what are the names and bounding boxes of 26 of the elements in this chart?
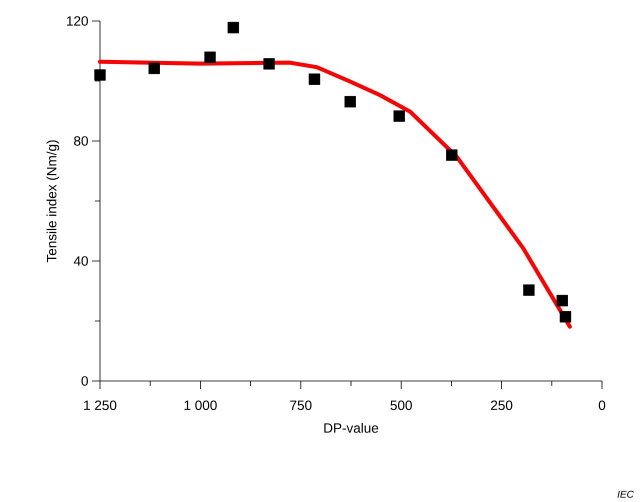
point xyxy=(228,22,240,34)
x-tick-label: 1 250 xyxy=(84,400,116,410)
y-axis-title: Tensile index (Nm/g) xyxy=(46,140,60,262)
x-tick-label: 250 xyxy=(491,400,512,410)
point xyxy=(148,62,160,74)
point xyxy=(344,96,356,108)
x-axis-title: DP-value xyxy=(324,422,378,433)
y-tick-label: 120 xyxy=(66,16,88,26)
text: IEC xyxy=(618,490,634,498)
point xyxy=(446,149,458,161)
y-tick-label: 80 xyxy=(74,136,88,146)
line-series xyxy=(98,60,572,329)
point xyxy=(204,52,216,63)
x-tick-label: 0 xyxy=(598,400,606,410)
point xyxy=(263,58,275,70)
point xyxy=(523,284,535,296)
x-tick-label: 750 xyxy=(290,400,312,410)
point xyxy=(308,73,320,85)
y-tick-label: 40 xyxy=(74,256,88,266)
x-tick-label: 500 xyxy=(390,400,412,410)
y-tick-label: 0 xyxy=(82,376,88,386)
point xyxy=(94,69,106,81)
x-tick-label: 1 000 xyxy=(184,400,217,410)
point xyxy=(393,110,405,122)
point xyxy=(556,294,568,306)
point xyxy=(560,311,572,322)
